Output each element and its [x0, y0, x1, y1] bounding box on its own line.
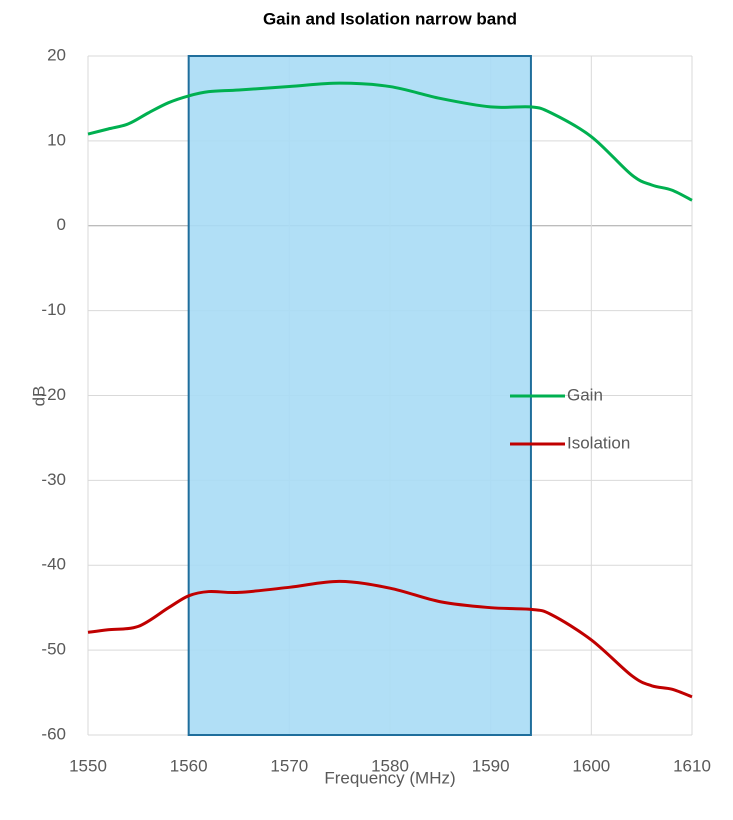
x-tick-label: 1600 [572, 756, 610, 775]
legend-label: Isolation [567, 433, 630, 452]
band [187, 55, 532, 736]
line [87, 81, 693, 202]
y-tick-label: 20 [47, 45, 66, 64]
y-tick-label: -40 [41, 555, 66, 574]
y-tick-label: 0 [57, 215, 66, 234]
line [87, 579, 693, 699]
x-axis-label: Frequency (MHz) [324, 768, 455, 787]
x-tick-label: 1570 [270, 756, 308, 775]
x-tick-label: 1550 [69, 756, 107, 775]
x-tick-label: 1560 [170, 756, 208, 775]
y-tick-label: -20 [41, 385, 66, 404]
legend-label: Gain [567, 385, 603, 404]
y-tick-label: -50 [41, 640, 66, 659]
y-tick-label: -10 [41, 300, 66, 319]
x-tick-label: 1590 [472, 756, 510, 775]
y-tick-label: -60 [41, 724, 66, 743]
x-tick-label: 1580 [371, 756, 409, 775]
chart-title: Gain and Isolation narrow band [263, 9, 517, 28]
y-tick-label: -30 [41, 470, 66, 489]
x-tick-label: 1610 [673, 756, 711, 775]
y-tick-label: 10 [47, 130, 66, 149]
y-axis-label: dB [29, 386, 48, 407]
